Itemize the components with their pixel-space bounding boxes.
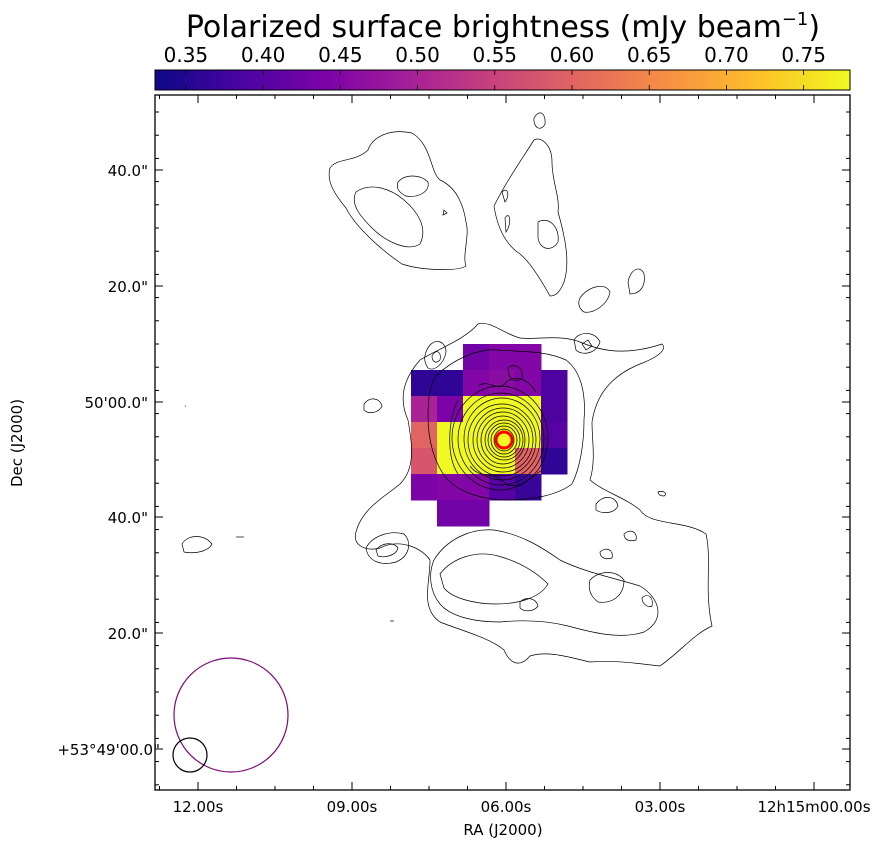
heatmap-pixel: [437, 396, 464, 423]
contour-filament: [493, 138, 568, 297]
y-tick-label: 20.0": [108, 278, 148, 296]
heatmap-pixel: [411, 370, 438, 397]
heatmap-pixel: [411, 422, 438, 449]
contour-e-3: [599, 548, 613, 560]
contour-filament-top: [533, 112, 546, 129]
intensity-contours: [181, 112, 713, 667]
contour-sw-inner: [375, 543, 399, 558]
small-beam: [172, 737, 208, 773]
colorbar-title: Polarized surface brightness (mJy beam−1…: [186, 9, 820, 45]
large-beam: [173, 657, 289, 773]
contour-s-2: [588, 572, 625, 603]
colorbar-tick-label: 0.50: [395, 43, 440, 67]
contour-ne-core-2: [581, 339, 593, 351]
contour-filament-inner: [537, 219, 559, 249]
contour-w-1: [363, 398, 383, 413]
y-tick-label: 40.0": [108, 509, 148, 527]
heatmap-pixel: [411, 448, 438, 475]
colorbar-tick-label: 0.60: [550, 43, 595, 67]
contour-south-2: [430, 529, 659, 636]
colorbar-tick-label: 0.70: [704, 43, 749, 67]
x-tick-label: 03.00s: [635, 798, 686, 816]
contour-e-1: [595, 497, 619, 513]
heatmap-pixel: [515, 448, 542, 475]
x-tick-label: 09.00s: [327, 798, 378, 816]
contour-filament-a: [501, 189, 509, 203]
contour-south-3: [439, 553, 549, 605]
heatmap-pixel: [489, 474, 516, 501]
x-axis-label: RA (J2000): [463, 821, 542, 839]
y-tick-label: 20.0": [108, 625, 148, 643]
contour-s-3: [641, 595, 653, 607]
heatmap-pixel: [489, 344, 516, 371]
colorbar: [154, 69, 851, 91]
heatmap-pixel: [411, 474, 438, 501]
plot-frame: [154, 94, 851, 791]
heatmap-pixel: [541, 370, 568, 397]
heatmap-pixel: [515, 474, 542, 501]
y-tick-label: +53°49'00.0": [57, 741, 160, 759]
colorbar-tick-label: 0.55: [473, 43, 518, 67]
x-tick-label: 12h15m00.00s: [757, 798, 870, 816]
heatmap-pixel: [463, 344, 490, 371]
contour-far-w: [181, 536, 213, 554]
core-concentric-contours: [449, 365, 549, 491]
x-tick-label: 06.00s: [481, 798, 532, 816]
contour-core-2: [427, 349, 585, 501]
heatmap-pixel: [463, 448, 490, 475]
x-tick-label: 12.00s: [173, 798, 224, 816]
contour-ne-2: [627, 268, 645, 295]
y-axis-label: Dec (J2000): [8, 399, 26, 487]
contour-north-outer: [328, 131, 468, 270]
y-tick-label: 50'00.0": [84, 394, 148, 412]
y-tick-label: 40.0": [108, 162, 148, 180]
heatmap-pixel: [437, 474, 464, 501]
plot-area: [172, 112, 713, 773]
contour-s-1: [519, 598, 539, 612]
heatmap-pixel: [437, 370, 464, 397]
colorbar-ticks: 0.35 0.40 0.45 0.50 0.55 0.60 0.65 0.70 0.75: [164, 43, 826, 90]
colorbar-tick-label: 0.65: [627, 43, 672, 67]
heatmap-pixel: [411, 396, 438, 423]
contour-north-mid: [353, 186, 424, 248]
heatmap-pixel: [463, 474, 490, 501]
heatmap-pixel: [489, 370, 516, 397]
contour-north-blob: [396, 175, 429, 197]
axis-ticks: [155, 95, 850, 790]
heatmap-pixel: [541, 422, 568, 449]
contour-filament-b: [504, 215, 510, 233]
contour-n-core-2: [431, 351, 441, 363]
contour-sw-outer: [365, 532, 410, 564]
contour-ne-core-1: [573, 333, 601, 354]
heatmap-pixel: [463, 370, 490, 397]
polarization-heatmap: [411, 344, 568, 527]
colorbar-tick-label: 0.40: [241, 43, 286, 67]
heatmap-pixel: [515, 344, 542, 371]
colorbar-tick-label: 0.35: [164, 43, 209, 67]
source-marker: [494, 430, 514, 450]
contour-n-core-1: [424, 341, 447, 370]
contour-core-outer: [354, 322, 713, 667]
contour-ne-1: [578, 285, 611, 313]
colorbar-tick-label: 0.75: [781, 43, 826, 67]
heatmap-pixel: [541, 448, 568, 475]
contour-north-tiny: [442, 209, 448, 216]
colorbar-tick-label: 0.45: [318, 43, 363, 67]
heatmap-pixel: [515, 422, 542, 449]
heatmap-pixel: [437, 500, 464, 527]
heatmap-pixel: [463, 500, 490, 527]
contour-e-2: [623, 530, 637, 542]
heatmap-pixel: [541, 396, 568, 423]
contour-e-4: [657, 491, 666, 497]
